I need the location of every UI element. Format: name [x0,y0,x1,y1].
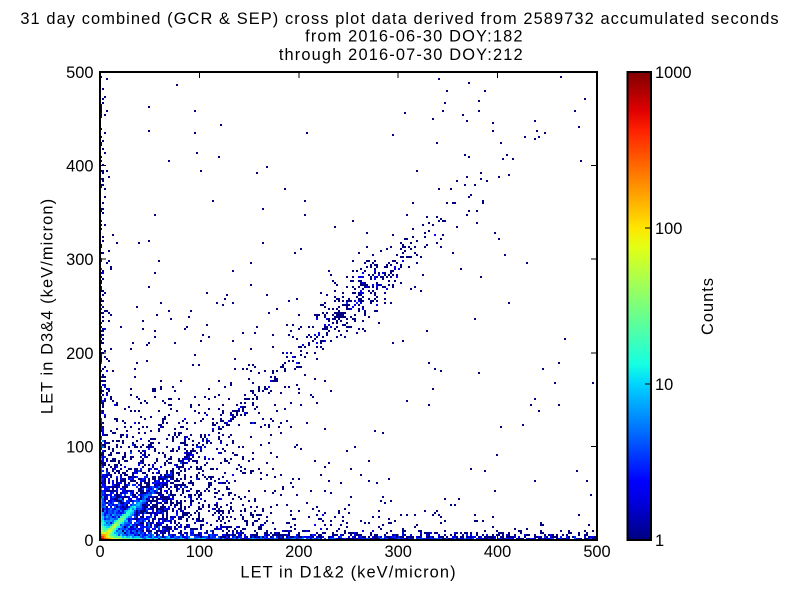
svg-text:LET in D3&4 (keV/micron): LET in D3&4 (keV/micron) [39,198,57,414]
svg-text:200: 200 [285,543,312,561]
svg-text:from 2016-06-30 DOY:182: from 2016-06-30 DOY:182 [305,28,523,46]
svg-text:100: 100 [655,220,682,238]
svg-text:400: 400 [484,543,511,561]
svg-text:300: 300 [66,251,93,269]
svg-text:0: 0 [84,532,93,550]
svg-text:200: 200 [66,345,93,363]
svg-text:500: 500 [66,64,93,82]
svg-text:100: 100 [186,543,213,561]
svg-text:31 day combined (GCR & SEP) cr: 31 day combined (GCR & SEP) cross plot d… [20,10,779,28]
svg-text:300: 300 [385,543,412,561]
svg-text:1: 1 [655,532,664,550]
svg-text:10: 10 [655,376,673,394]
svg-text:1000: 1000 [655,64,691,82]
svg-text:500: 500 [583,543,610,561]
svg-text:0: 0 [95,543,104,561]
svg-text:Counts: Counts [699,277,717,335]
svg-text:400: 400 [66,158,93,176]
svg-text:LET in D1&2 (keV/micron): LET in D1&2 (keV/micron) [240,564,456,582]
svg-text:through 2016-07-30 DOY:212: through 2016-07-30 DOY:212 [279,46,524,64]
svg-text:100: 100 [66,438,93,456]
